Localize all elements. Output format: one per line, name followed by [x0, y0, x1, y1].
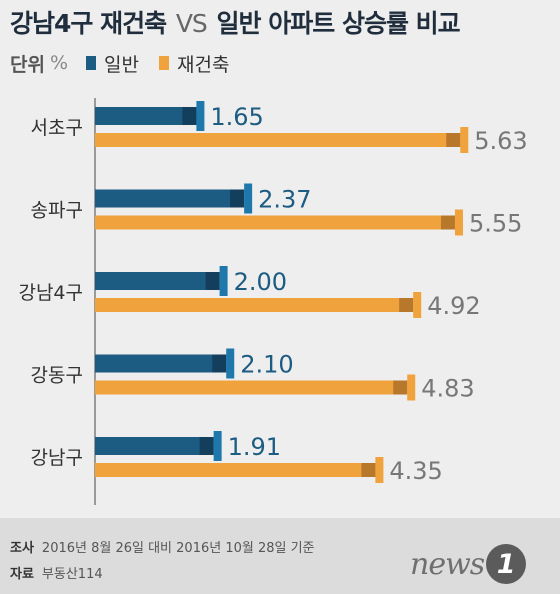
bar-shade-rebuild — [399, 298, 414, 312]
bar-cap-general — [196, 101, 205, 131]
data-label-general: 2.37 — [258, 186, 311, 214]
source-text: 부동산114 — [41, 567, 103, 582]
bar-cap-rebuild — [407, 374, 416, 401]
data-label-rebuild: 5.55 — [469, 210, 522, 238]
legend-swatch-general — [86, 56, 97, 70]
bar-rebuild — [95, 463, 376, 477]
bar-cap-rebuild — [375, 457, 384, 483]
logo-badge: 1 — [486, 544, 527, 584]
logo-word: news — [410, 546, 485, 582]
legend-swatch-rebuild — [159, 56, 169, 70]
survey-note: 조사 2016년 8월 26일 대비 2016년 10월 28일 기준 — [10, 537, 315, 556]
title-main: 강남4구 재건축 — [10, 9, 167, 38]
bar-cap-rebuild — [413, 292, 422, 318]
bar-chart: 서초구 1.65 5.63 송파구 2.37 5.55 강남4구 2.00 4.92 강동구 2.1… — [18, 98, 528, 505]
bar-cap-general — [244, 183, 253, 214]
bar-general — [95, 189, 245, 208]
bar-cap-general — [226, 348, 235, 379]
bar-cap-general — [219, 266, 228, 296]
unit-value: % — [49, 52, 69, 74]
bar-general — [95, 354, 227, 373]
source-note: 자료 부동산114 — [10, 563, 103, 582]
category-label: 강남구 — [31, 447, 83, 469]
legend-label-general: 일반 — [104, 53, 139, 76]
bar-shade-rebuild — [446, 133, 461, 147]
data-label-rebuild: 4.83 — [421, 375, 474, 403]
data-label-rebuild: 5.63 — [474, 127, 527, 155]
bar-rebuild — [95, 215, 455, 230]
category-label: 송파구 — [31, 200, 83, 222]
title-rest: 일반 아파트 상승률 비교 — [216, 9, 461, 38]
bar-rebuild — [95, 298, 414, 312]
data-label-rebuild: 4.92 — [427, 292, 480, 320]
bar-shade-general — [205, 272, 220, 290]
survey-label: 조사 — [10, 541, 34, 556]
survey-text: 2016년 8월 26일 대비 2016년 10월 28일 기준 — [41, 541, 315, 556]
data-label-rebuild: 4.35 — [389, 457, 442, 485]
data-label-general: 2.00 — [234, 268, 287, 296]
bar-cap-rebuild — [454, 209, 463, 236]
news1-logo: news 1 — [410, 544, 527, 584]
bar-rebuild — [95, 133, 461, 147]
bar-general — [95, 437, 214, 455]
category-label: 서초구 — [31, 117, 83, 139]
footer: 조사 2016년 8월 26일 대비 2016년 10월 28일 기준 자료 부동산… — [0, 518, 560, 594]
source-label: 자료 — [10, 567, 34, 582]
bar-shade-general — [199, 437, 214, 455]
chart-title: 강남4구 재건축 VS 일반 아파트 상승률 비교 — [10, 4, 461, 40]
category-label: 강남4구 — [18, 282, 83, 304]
bar-shade-general — [212, 354, 227, 373]
data-label-general: 2.10 — [240, 351, 293, 379]
legend-label-rebuild: 재건축 — [177, 53, 230, 76]
category-label: 강동구 — [31, 365, 83, 387]
bar-shade-rebuild — [393, 380, 408, 395]
bar-cap-rebuild — [460, 127, 469, 153]
bar-shade-general — [230, 189, 245, 208]
bar-shade-rebuild — [440, 215, 455, 230]
unit-label: 단위 — [10, 53, 45, 76]
data-label-general: 1.65 — [210, 103, 263, 131]
bar-rebuild — [95, 380, 408, 395]
data-label-general: 1.91 — [228, 433, 281, 461]
bar-shade-rebuild — [361, 463, 376, 477]
title-vs: VS — [175, 9, 208, 38]
bar-general — [95, 107, 197, 125]
bar-cap-general — [213, 431, 222, 461]
bar-shade-general — [182, 107, 197, 125]
bar-general — [95, 272, 220, 290]
legend: 단위 % 일반 재건축 — [10, 50, 249, 76]
